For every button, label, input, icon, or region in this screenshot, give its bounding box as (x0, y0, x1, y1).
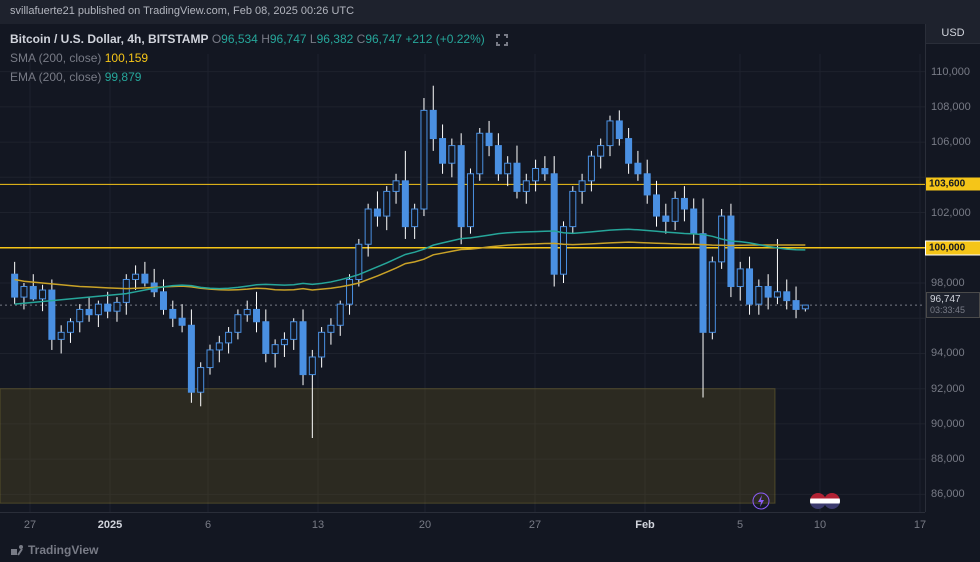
header-bar: svillafuerte21 published on TradingView.… (0, 0, 980, 24)
ohlc-c: 96,747 (365, 32, 402, 46)
x-axis[interactable]: 27 2025 6 13 20 27 Feb 5 10 17 (0, 512, 925, 542)
chart-area[interactable] (0, 24, 925, 512)
y-tick: 106,000 (926, 136, 980, 148)
y-axis[interactable]: USD 86,000 88,000 90,000 92,000 94,000 98,000… (925, 24, 980, 512)
x-tick: 27 (529, 519, 541, 531)
price-label: 103,600 (926, 178, 980, 191)
ohlc-l: 96,382 (317, 32, 354, 46)
y-tick: 90,000 (926, 418, 980, 430)
flag-badges[interactable] (810, 492, 834, 510)
publish-info: svillafuerte21 published on TradingView.… (10, 5, 354, 17)
ohlc-l-label: L (310, 32, 317, 46)
x-tick: 17 (914, 519, 926, 531)
x-tick: 6 (205, 519, 211, 531)
x-tick: 10 (814, 519, 826, 531)
ema-label: EMA (200, close) (10, 70, 101, 84)
x-tick: 13 (312, 519, 324, 531)
y-tick: 102,000 (926, 207, 980, 219)
lightning-icon[interactable] (752, 492, 770, 510)
ohlc-o: 96,534 (221, 32, 258, 46)
x-tick: Feb (635, 519, 655, 531)
y-tick: 110,000 (926, 66, 980, 78)
y-tick: 94,000 (926, 347, 980, 359)
x-tick: 20 (419, 519, 431, 531)
ema-value: 99,879 (105, 70, 142, 84)
y-tick: 92,000 (926, 383, 980, 395)
ohlc-h-label: H (261, 32, 270, 46)
sma-value: 100,159 (105, 51, 148, 65)
tradingview-watermark: TradingView (10, 543, 98, 558)
y-tick: 88,000 (926, 453, 980, 465)
fullscreen-icon[interactable] (494, 32, 510, 48)
y-tick: 108,000 (926, 101, 980, 113)
sma-label: SMA (200, close) (10, 51, 101, 65)
chart-title: Bitcoin / U.S. Dollar, 4h, BITSTAMP (10, 32, 208, 46)
y-tick: 98,000 (926, 277, 980, 289)
candlestick-chart (0, 24, 925, 512)
x-tick: 27 (24, 519, 36, 531)
x-tick: 5 (737, 519, 743, 531)
x-tick: 2025 (98, 519, 122, 531)
y-axis-label: USD (926, 24, 980, 44)
price-label: 96,74703:33:45 (926, 292, 980, 318)
info-panel: Bitcoin / U.S. Dollar, 4h, BITSTAMP O96,… (10, 30, 510, 88)
ohlc-change: +212 (+0.22%) (405, 32, 484, 46)
ohlc-h: 96,747 (270, 32, 307, 46)
ohlc-o-label: O (212, 32, 221, 46)
y-tick: 86,000 (926, 488, 980, 500)
price-label: 100,000 (926, 241, 980, 254)
